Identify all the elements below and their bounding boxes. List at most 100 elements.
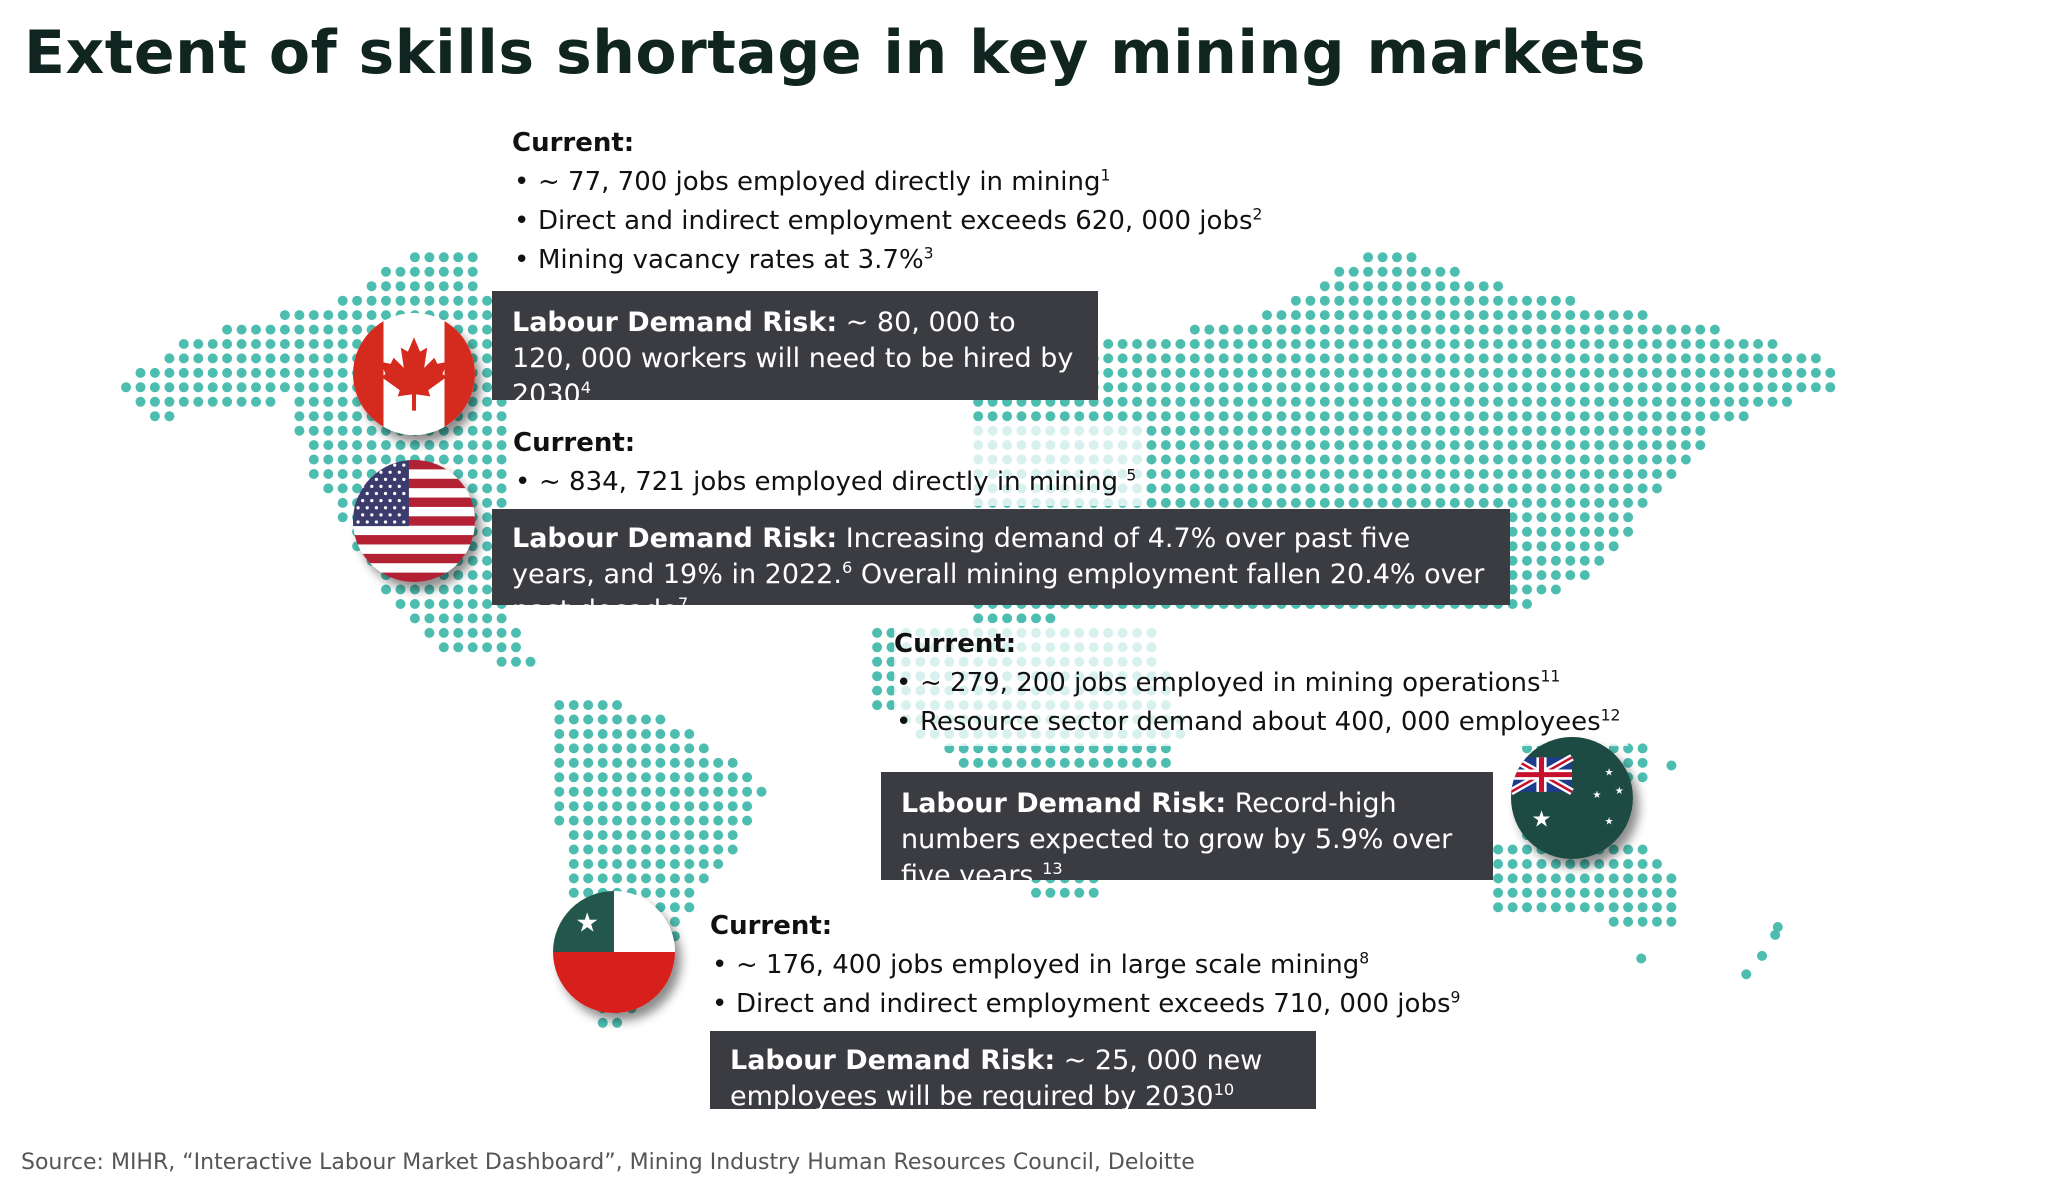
map-dot: [1666, 887, 1677, 898]
map-dot: [1709, 324, 1720, 335]
map-dot: [1782, 396, 1792, 407]
map-dot: [279, 382, 290, 393]
map-dot: [1262, 382, 1272, 393]
map-dot: [1204, 469, 1215, 479]
map-dot: [1363, 483, 1374, 494]
map-dot: [1507, 367, 1518, 378]
map-dot: [193, 353, 204, 364]
map-dot: [482, 497, 493, 508]
map-dot: [1536, 902, 1547, 913]
map-dot: [1782, 367, 1792, 378]
map-dot: [1623, 339, 1634, 349]
map-dot: [1276, 411, 1287, 422]
map-dot: [1594, 483, 1605, 494]
map-dot: [1550, 887, 1561, 898]
map-dot: [1666, 367, 1677, 378]
map-dot: [482, 613, 493, 624]
map-dot: [1666, 396, 1677, 407]
map-dot: [1522, 295, 1532, 306]
map-dot: [1074, 887, 1085, 898]
map-dot: [1565, 295, 1576, 306]
map-dot: [135, 367, 146, 378]
map-dot: [323, 339, 334, 349]
map-dot: [265, 339, 276, 349]
map-dot: [597, 1017, 608, 1028]
map-dot: [1132, 382, 1143, 393]
map-dot: [669, 729, 680, 739]
map-dot: [655, 786, 666, 797]
map-dot: [1753, 396, 1764, 407]
map-dot: [1435, 411, 1446, 422]
map-dot: [1507, 512, 1518, 523]
map-dot: [1348, 396, 1359, 407]
map-dot: [1045, 613, 1056, 624]
australia-flag-icon: ★ ★ ★ ★ ★: [1511, 737, 1633, 859]
map-dot: [1522, 584, 1532, 595]
map-dot: [1565, 425, 1576, 436]
map-dot: [1262, 310, 1272, 321]
map-dot: [1536, 339, 1547, 349]
map-dot: [467, 570, 478, 581]
map-dot: [1536, 310, 1547, 321]
usa-current-label: Current:: [513, 428, 636, 458]
map-dot: [366, 440, 377, 451]
map-dot: [1579, 353, 1590, 364]
map-dot: [1406, 252, 1417, 263]
map-dot: [1493, 425, 1504, 436]
map-dot: [1392, 469, 1402, 479]
map-dot: [1420, 295, 1431, 306]
map-dot: [1464, 310, 1475, 321]
map-dot: [1103, 353, 1114, 364]
map-dot: [1478, 353, 1489, 364]
map-dot: [597, 743, 608, 754]
map-dot: [1772, 921, 1783, 932]
map-dot: [222, 324, 233, 335]
map-dot: [1348, 497, 1359, 508]
map-dot: [1493, 873, 1504, 884]
map-dot: [655, 801, 666, 812]
map-dot: [713, 757, 724, 768]
risk-label: Labour Demand Risk:: [512, 307, 838, 338]
map-dot: [1522, 512, 1532, 523]
map-dot: [1348, 339, 1359, 349]
map-dot: [1377, 295, 1388, 306]
map-dot: [1002, 757, 1013, 768]
map-dot: [1608, 324, 1619, 335]
map-dot: [1594, 396, 1605, 407]
map-dot: [1363, 295, 1374, 306]
map-dot: [1608, 425, 1619, 436]
map-dot: [1319, 497, 1330, 508]
map-dot: [1738, 353, 1749, 364]
map-dot: [1536, 873, 1547, 884]
map-dot: [1406, 469, 1417, 479]
map-dot: [1565, 873, 1576, 884]
bullet-text: Mining vacancy rates at 3.7%: [538, 245, 924, 275]
map-dot: [1319, 483, 1330, 494]
map-dot: [1507, 411, 1518, 422]
map-dot: [467, 281, 478, 292]
bullet-text: ~ 279, 200 jobs employed in mining opera…: [920, 668, 1541, 698]
map-dot: [381, 440, 391, 451]
map-dot: [164, 411, 175, 422]
map-dot: [178, 339, 189, 349]
map-dot: [1377, 310, 1388, 321]
map-dot: [612, 815, 623, 826]
map-dot: [1290, 382, 1301, 393]
map-dot: [251, 353, 261, 364]
map-dot: [1334, 310, 1345, 321]
canada-bullet: Mining vacancy rates at 3.7%3: [512, 241, 1262, 280]
map-dot: [1435, 396, 1446, 407]
map-dot: [1565, 454, 1576, 465]
map-dot: [1363, 367, 1374, 378]
canada-bullet: Direct and indirect employment exceeds 6…: [512, 202, 1262, 241]
map-dot: [1160, 411, 1171, 422]
chile-bullet: ~ 176, 400 jobs employed in large scale …: [710, 946, 1460, 985]
map-dot: [1449, 382, 1460, 393]
map-dot: [352, 411, 363, 422]
map-dot: [568, 700, 579, 711]
map-dot: [1377, 396, 1388, 407]
map-dot: [568, 887, 579, 898]
map-dot: [1536, 425, 1547, 436]
map-dot: [1522, 844, 1532, 855]
map-dot: [1103, 757, 1114, 768]
